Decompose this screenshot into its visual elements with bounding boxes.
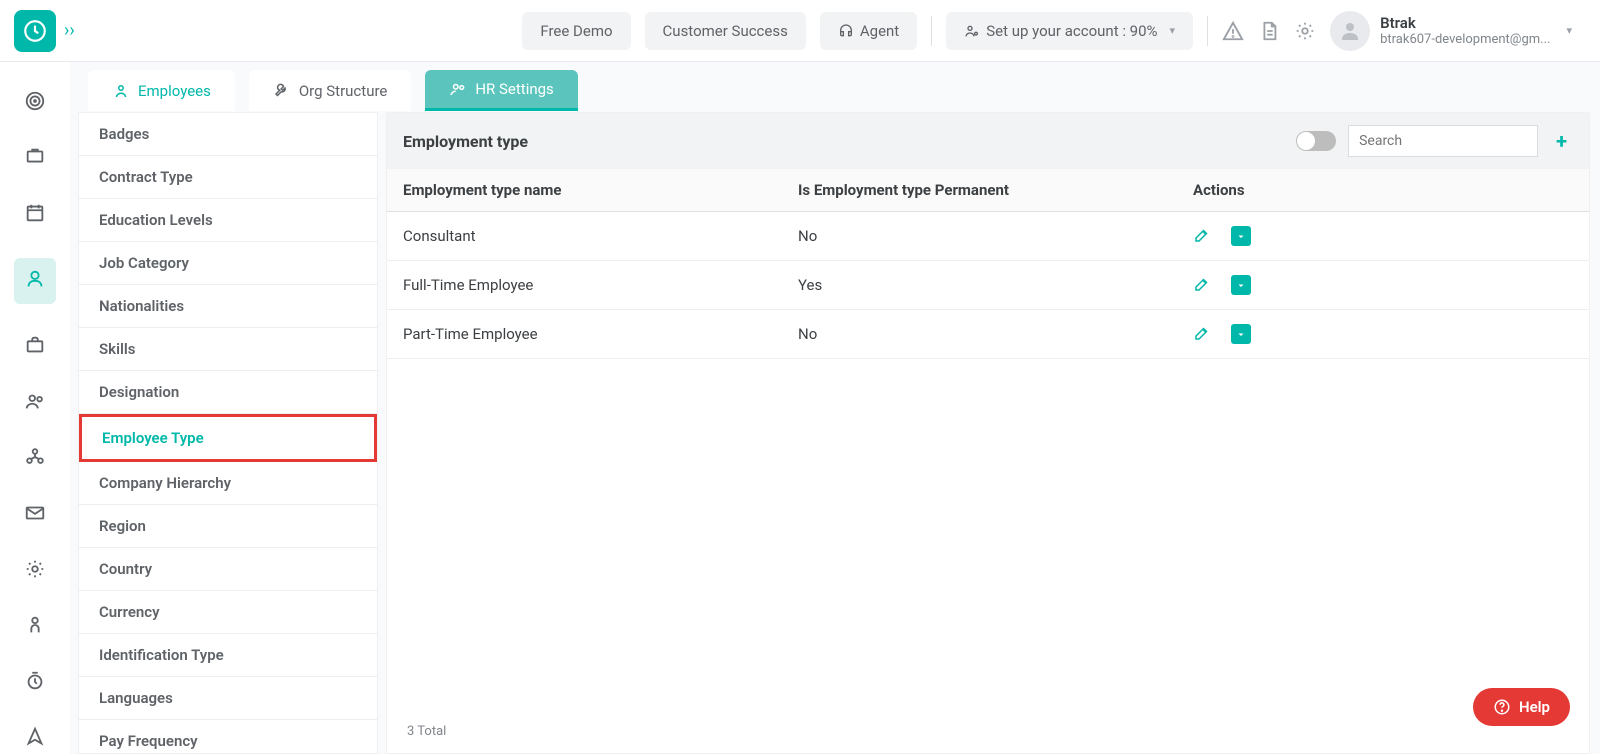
cell-name: Consultant [403, 227, 798, 245]
person-icon [112, 82, 130, 100]
customer-success-button[interactable]: Customer Success [645, 12, 806, 50]
edit-button[interactable] [1193, 226, 1213, 246]
top-header: ›› Free Demo Customer Success Agent Set … [0, 0, 1600, 62]
settings-item[interactable]: Education Levels [79, 199, 377, 242]
settings-sidebar: BadgesContract TypeEducation LevelsJob C… [78, 112, 378, 754]
rail-item-settings[interactable] [24, 558, 46, 584]
employment-type-panel: Employment type + Employment type name I… [386, 112, 1590, 754]
clock-icon [22, 18, 48, 44]
edit-button[interactable] [1193, 324, 1213, 344]
table-row: ConsultantNo [387, 212, 1589, 261]
panel-title: Employment type [403, 132, 528, 151]
user-email: btrak607-development@gm... [1380, 32, 1550, 48]
help-icon [1493, 698, 1511, 716]
settings-item[interactable]: Nationalities [79, 285, 377, 328]
expand-sidebar-icon[interactable]: ›› [64, 20, 75, 41]
archive-button[interactable] [1231, 324, 1251, 344]
table-footer: 3 Total [407, 724, 446, 739]
table-body: ConsultantNoFull-Time EmployeeYesPart-Ti… [387, 212, 1589, 359]
settings-item[interactable]: Region [79, 505, 377, 548]
rail-item-org[interactable] [24, 446, 46, 472]
setup-label: Set up your account : 90% [986, 22, 1157, 40]
settings-item[interactable]: Country [79, 548, 377, 591]
column-header-name: Employment type name [403, 181, 798, 199]
cell-name: Part-Time Employee [403, 325, 798, 343]
table-header: Employment type name Is Employment type … [387, 169, 1589, 212]
chevron-down-icon: ▾ [1566, 24, 1572, 37]
archive-button[interactable] [1231, 275, 1251, 295]
tab-employees[interactable]: Employees [88, 70, 235, 111]
rail-item-profile[interactable] [24, 614, 46, 640]
settings-item[interactable]: Badges [79, 113, 377, 156]
rail-item-briefcase[interactable] [24, 334, 46, 360]
free-demo-button[interactable]: Free Demo [522, 12, 630, 50]
settings-item[interactable]: Currency [79, 591, 377, 634]
tab-label: Employees [138, 82, 211, 100]
cell-actions [1193, 226, 1573, 246]
rail-item-calendar[interactable] [24, 202, 46, 228]
search-input[interactable] [1348, 125, 1538, 157]
settings-item[interactable]: Contract Type [79, 156, 377, 199]
table-row: Full-Time EmployeeYes [387, 261, 1589, 310]
rail-item-clock[interactable] [24, 670, 46, 696]
user-name: Btrak [1380, 14, 1550, 32]
rail-item-mail[interactable] [24, 502, 46, 528]
rail-item-monitor[interactable] [24, 146, 46, 172]
settings-icon[interactable] [1294, 20, 1316, 42]
table-row: Part-Time EmployeeNo [387, 310, 1589, 359]
settings-item[interactable]: Designation [79, 371, 377, 414]
cell-permanent: No [798, 325, 1193, 343]
settings-item[interactable]: Skills [79, 328, 377, 371]
agent-button[interactable]: Agent [820, 12, 917, 50]
separator [931, 16, 932, 46]
rail-item-people[interactable] [14, 258, 56, 304]
cell-actions [1193, 275, 1573, 295]
tab-label: HR Settings [475, 80, 553, 98]
settings-item[interactable]: Job Category [79, 242, 377, 285]
alert-icon[interactable] [1222, 20, 1244, 42]
settings-item[interactable]: Identification Type [79, 634, 377, 677]
column-header-actions: Actions [1193, 181, 1573, 199]
rail-item-group[interactable] [24, 390, 46, 416]
user-avatar [1330, 11, 1370, 51]
cell-actions [1193, 324, 1573, 344]
help-button[interactable]: Help [1473, 688, 1570, 726]
rail-item-location[interactable] [24, 726, 46, 752]
separator [1207, 16, 1208, 46]
archive-button[interactable] [1231, 226, 1251, 246]
cell-permanent: Yes [798, 276, 1193, 294]
rail-item-target[interactable] [24, 90, 46, 116]
user-gear-icon [964, 23, 980, 39]
tab-label: Org Structure [299, 82, 388, 100]
agent-label: Agent [860, 22, 899, 40]
settings-item[interactable]: Company Hierarchy [79, 462, 377, 505]
settings-item[interactable]: Languages [79, 677, 377, 720]
cell-name: Full-Time Employee [403, 276, 798, 294]
headset-icon [838, 23, 854, 39]
users-icon [449, 80, 467, 98]
settings-item[interactable]: Employee Type [79, 414, 377, 462]
main-content: Employees Org Structure HR Settings Badg… [70, 62, 1600, 754]
column-header-permanent: Is Employment type Permanent [798, 181, 1193, 199]
tabs-bar: Employees Org Structure HR Settings [70, 62, 1600, 111]
document-icon[interactable] [1258, 20, 1280, 42]
left-nav-rail [0, 62, 70, 754]
cell-permanent: No [798, 227, 1193, 245]
tab-hr-settings[interactable]: HR Settings [425, 70, 577, 111]
help-label: Help [1519, 698, 1550, 716]
edit-button[interactable] [1193, 275, 1213, 295]
add-button[interactable]: + [1550, 129, 1573, 153]
app-logo[interactable] [14, 10, 56, 52]
user-menu[interactable]: Btrak btrak607-development@gm... ▾ [1330, 11, 1572, 51]
tab-org-structure[interactable]: Org Structure [249, 70, 412, 111]
archived-toggle[interactable] [1296, 131, 1336, 151]
setup-account-button[interactable]: Set up your account : 90% ▾ [946, 12, 1193, 50]
wrench-icon [273, 82, 291, 100]
settings-item[interactable]: Pay Frequency [79, 720, 377, 754]
chevron-down-icon: ▾ [1170, 24, 1176, 37]
